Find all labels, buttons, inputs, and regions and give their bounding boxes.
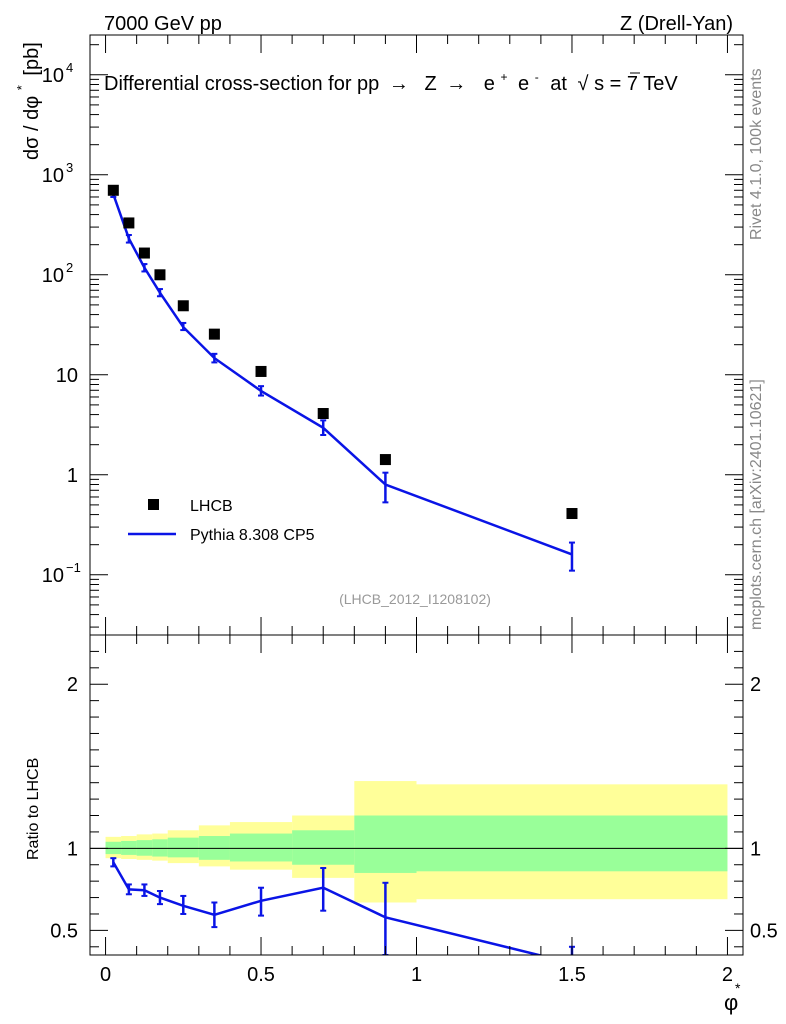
data-point xyxy=(107,184,119,196)
data-point xyxy=(208,328,220,340)
y-tick-label: 10 xyxy=(42,265,64,287)
x-tick-label: 1.5 xyxy=(558,964,586,986)
ratio-y-tick-label-right: 1 xyxy=(750,838,761,860)
ratio-xtick-labels: 0 0.5 1 1.5 2 xyxy=(100,964,733,986)
uncertainty-band-stat xyxy=(354,815,417,873)
data-point xyxy=(138,247,150,259)
y-tick-label: 10 xyxy=(56,365,78,387)
ratio-y-tick-label-right: 2 xyxy=(750,674,761,696)
main-marks xyxy=(107,184,578,572)
header-left-label: 7000 GeV pp xyxy=(104,13,222,35)
main-ylabel-unit: [pb] xyxy=(21,42,43,75)
data-point xyxy=(566,508,578,520)
ratio-y-tick-label: 1 xyxy=(67,838,78,860)
y-tick-label-exponent: 2 xyxy=(66,260,73,275)
data-point xyxy=(317,408,329,420)
rivet-version-label: Rivet 4.1.0, 100k events xyxy=(748,68,765,240)
y-tick-label: 10 xyxy=(42,65,64,87)
header-right-label: Z (Drell-Yan) xyxy=(620,13,733,35)
x-tick-label: 2 xyxy=(722,964,733,986)
x-axis-label: φ xyxy=(724,990,738,1015)
uncertainty-band-stat xyxy=(292,830,355,865)
legend: LHCB Pythia 8.308 CP5 xyxy=(128,498,315,544)
ratio-ytick-labels: 0.5 0.5 1 1 2 2 xyxy=(50,674,778,942)
ratio-bands xyxy=(105,781,728,903)
analysis-watermark: (LHCB_2012_I1208102) xyxy=(339,591,491,607)
ratio-line xyxy=(112,861,544,955)
main-ylabel-text: dσ / dφ xyxy=(21,96,43,160)
y-tick-label: 1 xyxy=(67,465,78,487)
ratio-ticks xyxy=(90,635,743,955)
x-axis-label-phi: φ xyxy=(724,990,738,1015)
x-tick-label: 1 xyxy=(411,964,422,986)
legend-marker-lhcb xyxy=(148,499,159,510)
title-energy: s = 7 TeV xyxy=(594,73,678,95)
data-point xyxy=(379,454,391,466)
title-e1: e xyxy=(484,73,495,95)
data-point xyxy=(154,269,166,281)
title-z: Z xyxy=(424,73,436,95)
ratio-y-tick-label: 2 xyxy=(67,674,78,696)
title-e2: e xyxy=(518,73,529,95)
x-tick-label: 0.5 xyxy=(247,964,275,986)
uncertainty-band-stat xyxy=(167,837,199,858)
main-ylabel: dσ / dφ * [pb] xyxy=(9,42,43,160)
ratio-y-tick-label-right: 0.5 xyxy=(750,920,778,942)
main-frame xyxy=(89,34,744,636)
title-arrow-1: → xyxy=(389,73,409,95)
data-point xyxy=(177,300,189,312)
title-minus: - xyxy=(535,70,539,84)
legend-label-lhcb: LHCB xyxy=(190,498,233,515)
plot-title: Differential cross-section for pp → Z → … xyxy=(104,64,678,95)
main-ticks xyxy=(90,35,743,635)
mc-line xyxy=(112,193,573,556)
ratio-ylabel: Ratio to LHCB xyxy=(25,758,42,860)
main-ylabel-star: * xyxy=(14,85,29,90)
title-at: at xyxy=(550,73,567,95)
title-prefix: Differential cross-section for pp xyxy=(104,73,379,95)
title-plus: + xyxy=(500,70,507,84)
title-sqrt: √ xyxy=(578,73,589,95)
x-tick-label: 0 xyxy=(100,964,111,986)
y-tick-label-exponent: −1 xyxy=(66,560,81,575)
uncertainty-band-stat xyxy=(229,833,293,862)
legend-label-pythia: Pythia 8.308 CP5 xyxy=(190,527,315,544)
ratio-marks xyxy=(110,857,575,955)
y-tick-label: 10 xyxy=(42,565,64,587)
data-point xyxy=(255,365,267,377)
y-tick-label: 10 xyxy=(42,165,64,187)
x-axis-label-star: * xyxy=(735,980,741,996)
ratio-panel: 0.5 0.5 1 1 2 2 0 0.5 1 1.5 2 Ratio to LHCB φ * xyxy=(25,634,778,1015)
uncertainty-band-stat xyxy=(416,815,728,872)
title-arrow-2: → xyxy=(446,73,466,95)
y-tick-label-exponent: 3 xyxy=(66,160,73,175)
data-point xyxy=(123,217,135,229)
y-tick-label-exponent: 4 xyxy=(66,60,73,75)
ratio-y-tick-label: 0.5 xyxy=(50,920,78,942)
mcplots-label: mcplots.cern.ch [arXiv:2401.10621] xyxy=(748,379,765,630)
